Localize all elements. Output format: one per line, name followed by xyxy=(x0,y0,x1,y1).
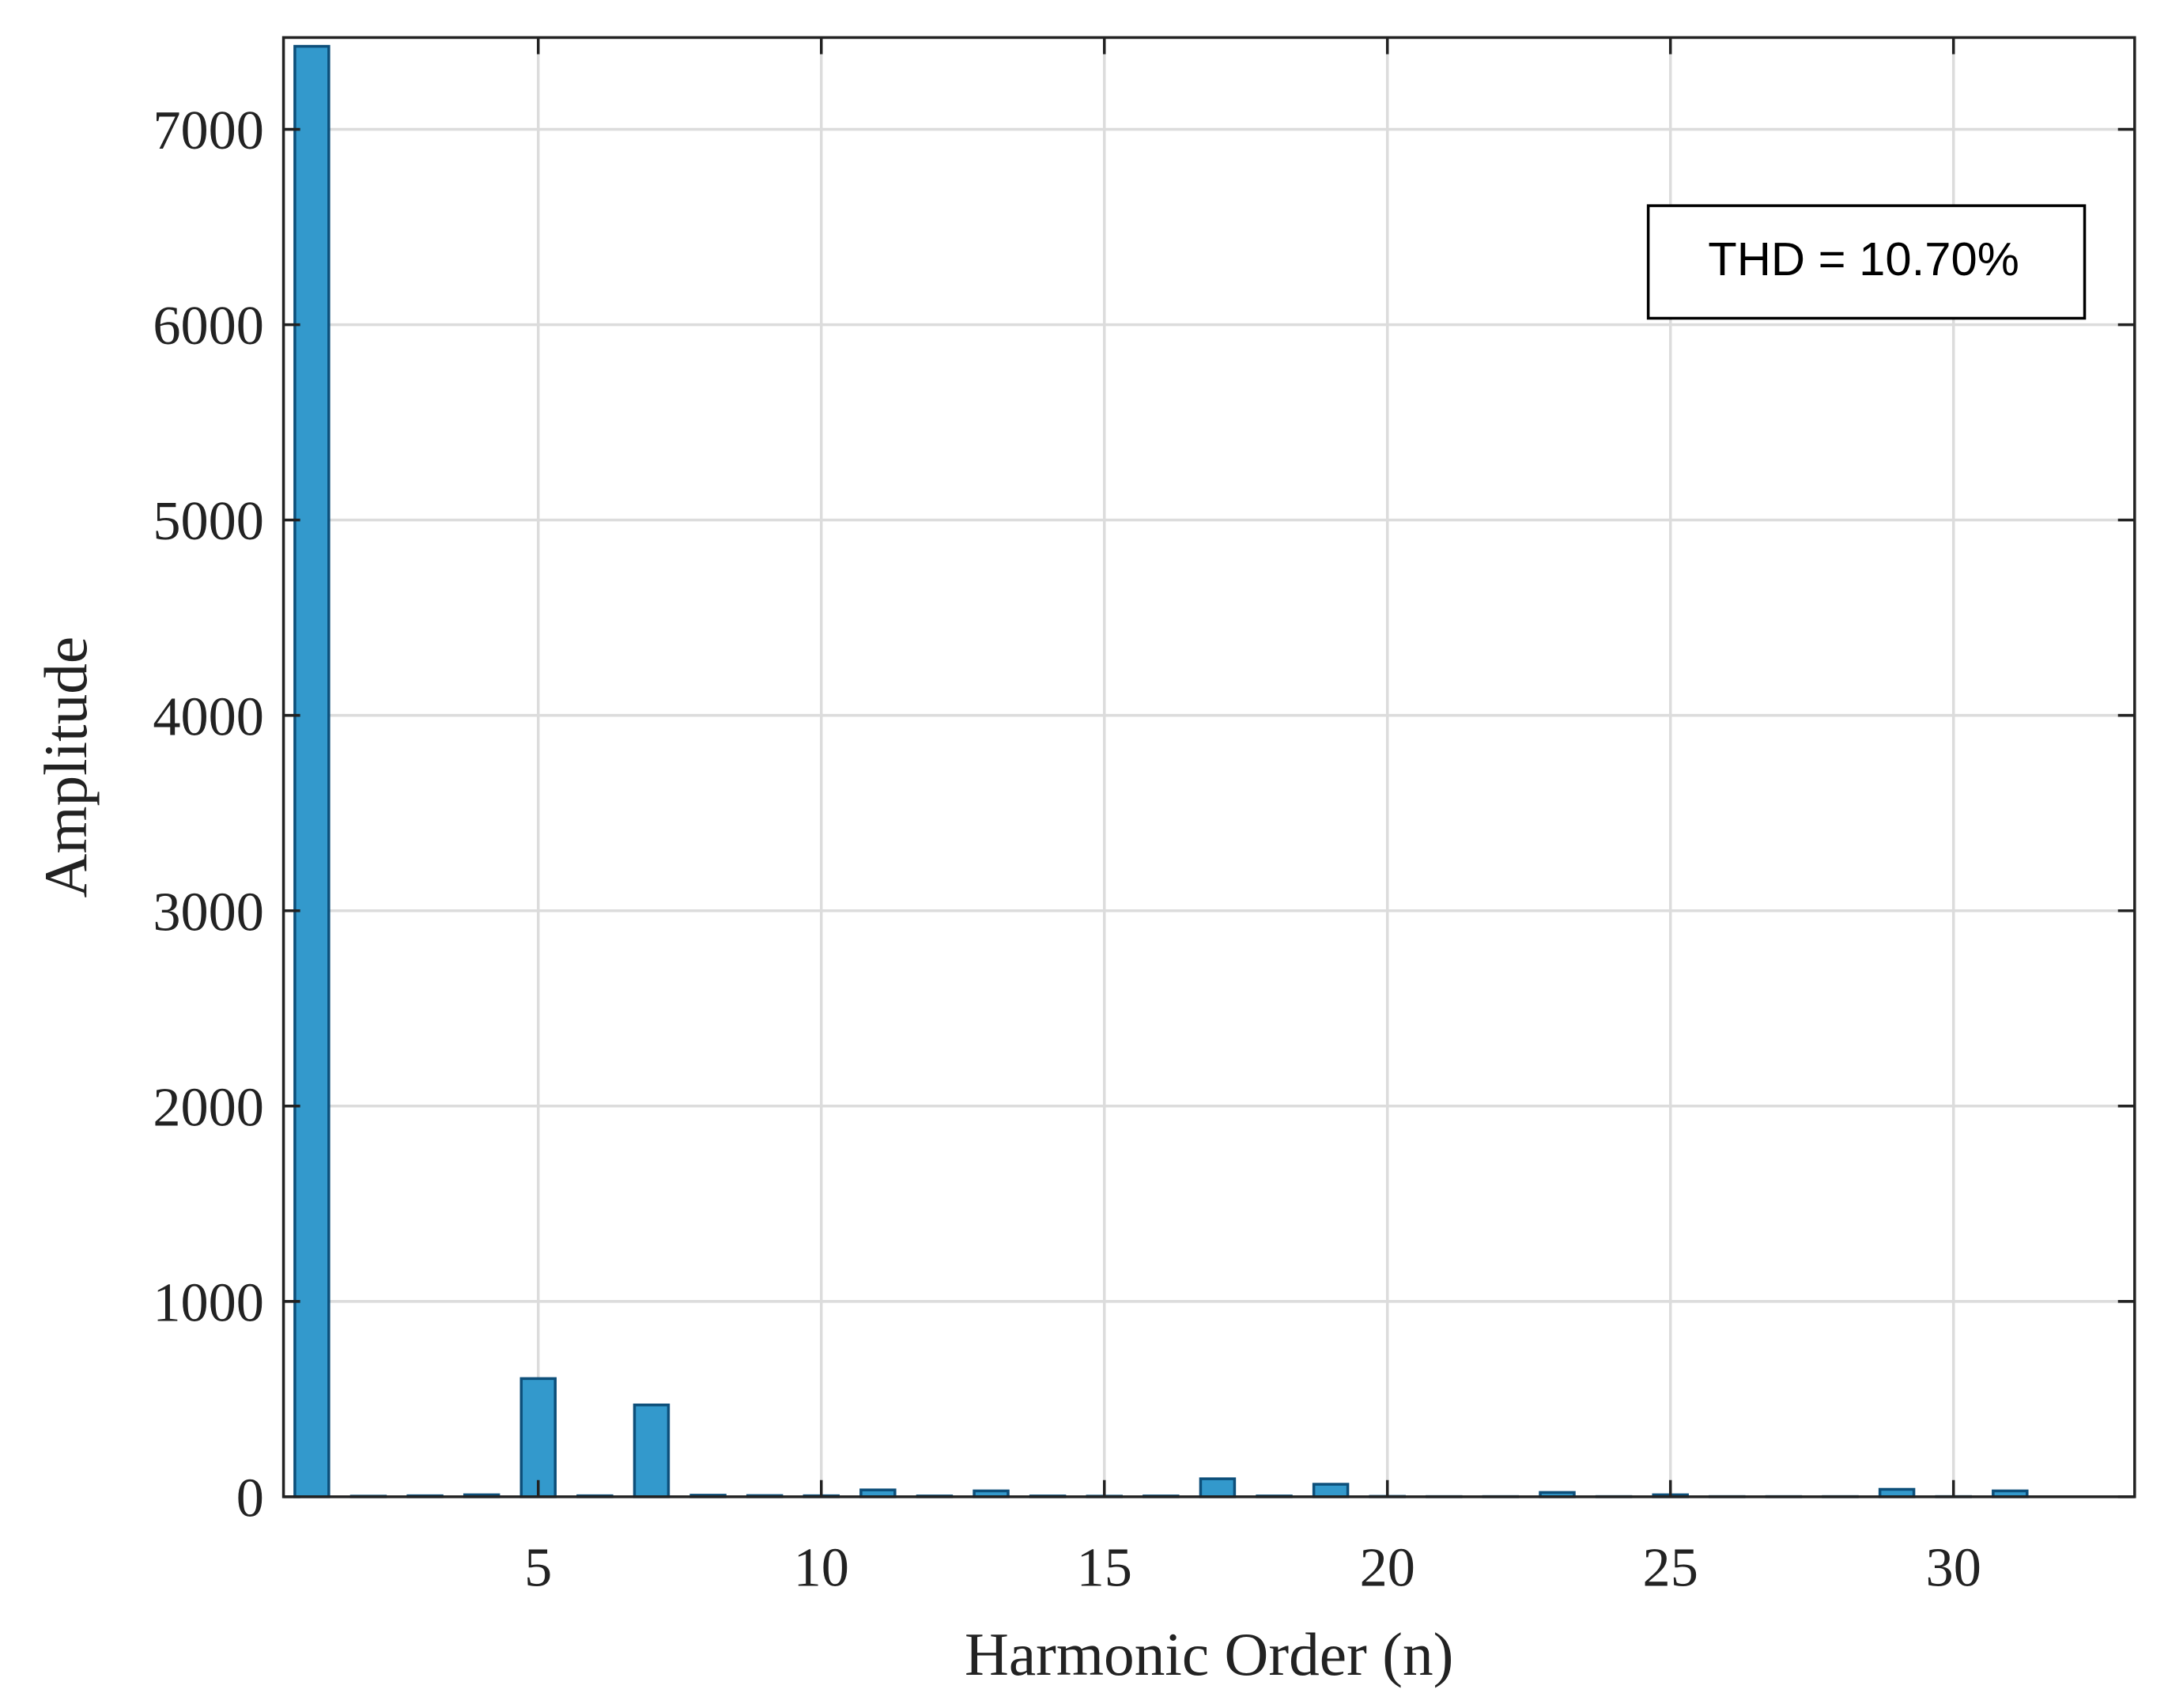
x-tick-label: 10 xyxy=(794,1536,849,1598)
bars xyxy=(293,44,2029,1498)
annotation: THD = 10.70% xyxy=(1708,232,2019,285)
y-tick-label: 1000 xyxy=(153,1272,264,1333)
ticks: 0 1000 2000 3000 4000 5000 6000 7000 5 10 15 20 25 30 xyxy=(153,37,2135,1598)
y-tick-label: 5000 xyxy=(153,490,264,552)
x-axis-label: Harmonic Order (n) xyxy=(965,1620,1453,1688)
x-tick-label: 15 xyxy=(1077,1536,1132,1598)
bar xyxy=(519,1377,557,1498)
bar xyxy=(293,44,330,1498)
y-tick-label: 2000 xyxy=(153,1076,264,1138)
bar xyxy=(1312,1483,1350,1498)
annotation-box xyxy=(1646,204,2087,320)
y-tick-label: 3000 xyxy=(153,881,264,943)
y-tick-label: 4000 xyxy=(153,686,264,747)
x-tick-label: 30 xyxy=(1926,1536,1981,1598)
x-tick-label: 20 xyxy=(1360,1536,1415,1598)
x-tick-label: 5 xyxy=(524,1536,552,1598)
plot-frame xyxy=(281,36,2136,1498)
x-tick-label: 25 xyxy=(1643,1536,1698,1598)
y-tick-label: 0 xyxy=(236,1467,264,1529)
y-tick-label: 7000 xyxy=(153,100,264,161)
grid xyxy=(283,37,2135,1498)
y-tick-label: 6000 xyxy=(153,295,264,357)
bar xyxy=(633,1403,670,1498)
y-axis-label: Amplitude xyxy=(32,637,100,898)
bar xyxy=(1199,1477,1237,1498)
